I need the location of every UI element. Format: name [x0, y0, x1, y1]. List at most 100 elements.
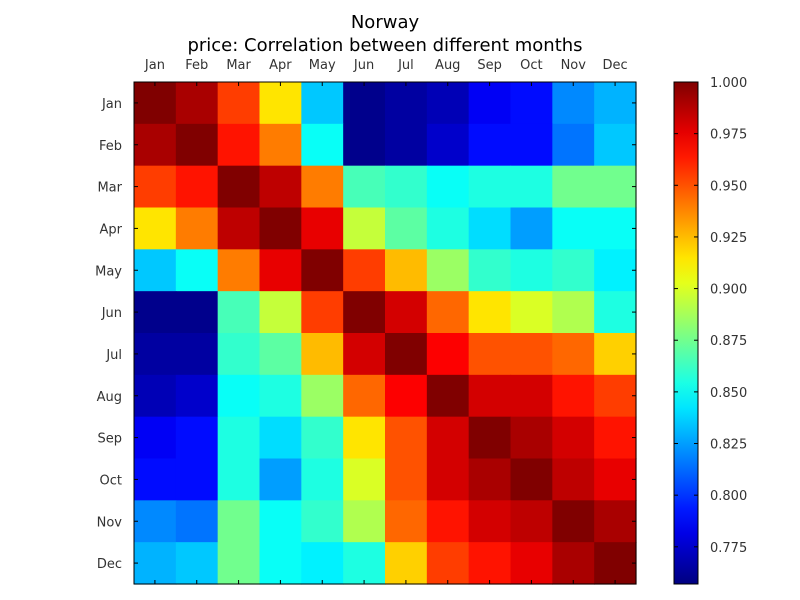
heatmap-cell [343, 542, 386, 585]
heatmap-cell [175, 416, 219, 460]
heatmap-cell [259, 416, 302, 460]
heatmap-cell [468, 291, 512, 334]
y-tick-label: Oct [100, 473, 122, 488]
heatmap-cell [175, 542, 219, 585]
heatmap-cell [259, 123, 302, 167]
heatmap-cell [134, 82, 177, 125]
heatmap-cell [301, 291, 344, 334]
heatmap-cell [510, 82, 553, 125]
heatmap-cell [426, 82, 470, 125]
heatmap-cell [510, 165, 553, 209]
plot-frame [133, 81, 637, 585]
heatmap-cell [426, 123, 470, 167]
heatmap-cell [468, 500, 512, 543]
heatmap-cell [175, 500, 219, 543]
heatmap-cell [259, 333, 302, 376]
heatmap-cell [259, 165, 302, 209]
heatmap-cell [468, 207, 512, 250]
heatmap-cell [510, 374, 553, 418]
heatmap-cell [175, 123, 219, 167]
heatmap-cell [343, 123, 386, 167]
x-tick-label: Oct [520, 58, 542, 73]
heatmap-cell [552, 374, 595, 418]
heatmap-cell [217, 458, 261, 501]
heatmap-cell [301, 165, 344, 209]
heatmap-cell [134, 291, 177, 334]
colorbar-tick-label: 0.800 [710, 489, 747, 504]
heatmap-cell [301, 123, 344, 167]
heatmap-cell [385, 333, 428, 376]
heatmap-cell [510, 249, 553, 292]
heatmap-cell [510, 458, 553, 501]
heatmap-cell [301, 500, 344, 543]
heatmap-cell [385, 458, 428, 501]
heatmap-cell [468, 165, 512, 209]
y-tick-label: Sep [97, 432, 122, 447]
x-tick-label: Apr [269, 58, 292, 73]
heatmap-cell [217, 249, 261, 292]
heatmap-cell [468, 123, 512, 167]
heatmap-cell [217, 374, 261, 418]
heatmap-cell [552, 165, 595, 209]
heatmap-cell [343, 249, 386, 292]
heatmap-cell [343, 458, 386, 501]
heatmap-cell [510, 123, 553, 167]
heatmap-cell [301, 542, 344, 585]
heatmap-cell [301, 82, 344, 125]
colorbar-tick-label: 0.875 [710, 334, 747, 349]
heatmap-cell [552, 249, 595, 292]
heatmap-cell [510, 291, 553, 334]
y-tick-label: Jan [101, 97, 122, 112]
colorbar-tick-label: 0.775 [710, 541, 747, 556]
heatmap-cell [510, 500, 553, 543]
heatmap-cell [552, 542, 595, 585]
heatmap-cell [426, 458, 470, 501]
heatmap-cell [134, 416, 177, 460]
x-tick-label: Sep [477, 58, 502, 73]
heatmap-cell [134, 374, 177, 418]
y-tick-label: Aug [97, 390, 122, 405]
heatmap-cell [594, 416, 637, 460]
heatmap-cell [301, 458, 344, 501]
x-tick-label: Feb [185, 58, 208, 73]
x-tick-label: Jan [144, 58, 165, 73]
heatmap-cell [301, 207, 344, 250]
heatmap-cell [552, 123, 595, 167]
x-tick-label: Jul [397, 58, 414, 73]
y-tick-label: Mar [97, 181, 122, 196]
heatmap-cell [343, 165, 386, 209]
heatmap-cell [259, 249, 302, 292]
y-tick-label: May [95, 264, 122, 279]
heatmap-cell [343, 333, 386, 376]
heatmap-cell [385, 123, 428, 167]
heatmap-cell [217, 207, 261, 250]
heatmap-cell [510, 207, 553, 250]
x-tick-label: Dec [603, 58, 628, 73]
heatmap-cell [552, 500, 595, 543]
heatmap-cell [468, 458, 512, 501]
heatmap-cell [217, 123, 261, 167]
heatmap-cell [301, 416, 344, 460]
heatmap-cell [426, 291, 470, 334]
heatmap-cell [217, 500, 261, 543]
heatmap-cell [175, 291, 219, 334]
x-tick-label: Mar [226, 58, 251, 73]
heatmap-cell [259, 82, 302, 125]
heatmap-cell [426, 416, 470, 460]
heatmap-cell [175, 207, 219, 250]
colorbar-tick-label: 0.975 [710, 128, 747, 143]
heatmap-cell [468, 82, 512, 125]
heatmap-cell [510, 542, 553, 585]
heatmap-cell [343, 82, 386, 125]
heatmap-cell [134, 207, 177, 250]
heatmap-cell [426, 249, 470, 292]
colorbar-tick-label: 0.950 [710, 179, 747, 194]
heatmap-cell [175, 458, 219, 501]
colorbar: 1.000 0.975 0.950 0.925 0.900 0.875 0.850 0.825… [673, 76, 747, 585]
heatmap-cell [594, 291, 637, 334]
heatmap-cell [594, 165, 637, 209]
heatmap-cell [468, 333, 512, 376]
heatmap-cell [594, 458, 637, 501]
colorbar-tick-label: 0.850 [710, 386, 747, 401]
chart-title: Norway [351, 12, 420, 33]
